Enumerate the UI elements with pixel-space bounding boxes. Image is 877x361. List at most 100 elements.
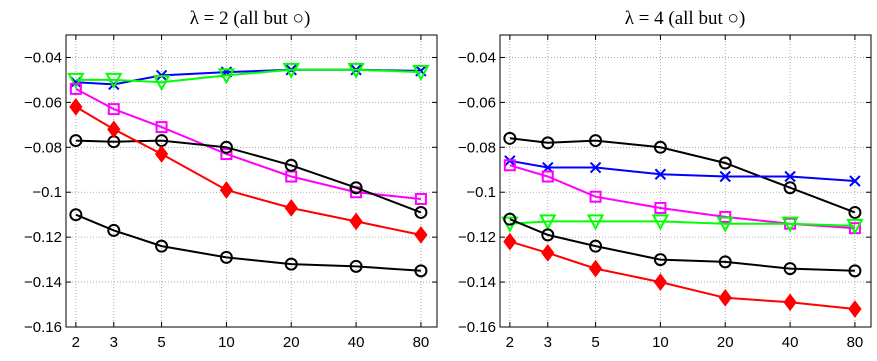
data-point-x xyxy=(654,168,667,180)
data-point-square xyxy=(654,201,667,214)
data-point-diamond xyxy=(503,232,517,251)
data-point-circle xyxy=(848,205,862,219)
y-tick-label: −0.12 xyxy=(24,229,62,246)
data-point-triangle xyxy=(586,214,605,231)
y-tick-label: −0.16 xyxy=(458,319,496,336)
series-6-circle xyxy=(69,208,428,278)
data-point-circle xyxy=(219,250,233,264)
y-tick-label: −0.08 xyxy=(24,139,62,156)
data-point-circle xyxy=(653,253,667,267)
data-point-x xyxy=(849,175,861,187)
data-point-circle xyxy=(349,259,363,273)
data-point-x xyxy=(784,170,796,183)
data-point-circle xyxy=(589,239,603,253)
chart-panel-2: λ = 4 (all but ○) −0.04 −0.06 −0.08 −0.1 −0.1… xyxy=(458,8,872,351)
data-point-circle xyxy=(414,205,428,219)
data-point-triangle xyxy=(781,216,799,233)
data-point-circle xyxy=(541,228,555,242)
data-point-triangle xyxy=(282,62,300,79)
data-point-triangle xyxy=(651,214,670,231)
y-tick-label: −0.1 xyxy=(32,184,62,201)
data-point-circle xyxy=(783,262,797,276)
data-point-square xyxy=(503,159,516,172)
series-5-circle xyxy=(503,212,862,278)
data-point-square xyxy=(69,82,82,95)
series-line xyxy=(75,88,422,200)
data-point-triangle xyxy=(347,62,365,79)
y-tick-label: −0.06 xyxy=(458,94,496,111)
y-tick-label: −0.08 xyxy=(458,139,496,156)
x-tick-label: 10 xyxy=(652,334,669,351)
data-point-diamond xyxy=(349,212,363,231)
data-point-circle xyxy=(69,208,83,222)
series-3-square xyxy=(69,82,427,205)
x-tick-label: 80 xyxy=(413,334,430,351)
series-line xyxy=(509,137,856,214)
series-line xyxy=(75,68,421,86)
chart-title: λ = 4 (all but ○) xyxy=(625,8,746,29)
data-point-x xyxy=(589,161,602,174)
x-tick-label: 2 xyxy=(72,334,80,351)
y-tick-label: −0.14 xyxy=(458,274,496,291)
series-5-diamond xyxy=(69,98,428,244)
series-1-x xyxy=(70,64,427,91)
series-2-triangle-down xyxy=(67,62,430,92)
y-tick-label: −0.16 xyxy=(24,319,62,336)
data-point-diamond xyxy=(154,145,169,163)
data-point-circle xyxy=(69,134,83,148)
series-line xyxy=(75,139,422,214)
y-tick-label: −0.04 xyxy=(458,49,496,66)
data-point-diamond xyxy=(284,199,298,217)
x-tick-label: 10 xyxy=(218,334,235,351)
series-6-diamond xyxy=(503,232,862,318)
data-point-triangle xyxy=(105,72,123,90)
series-line xyxy=(509,240,856,310)
data-point-circle xyxy=(414,264,428,278)
series-2-x xyxy=(504,155,861,187)
series-line xyxy=(75,68,421,84)
x-tick-label: 2 xyxy=(506,334,514,351)
data-point-diamond xyxy=(541,244,555,262)
x-tick-label: 5 xyxy=(157,334,165,351)
data-point-circle xyxy=(718,156,732,170)
chart-title: λ = 2 (all but ○) xyxy=(190,8,311,29)
series-line xyxy=(509,159,855,182)
y-tick-label: −0.04 xyxy=(24,49,62,66)
data-point-square xyxy=(589,190,602,203)
x-tick-label: 80 xyxy=(847,334,864,351)
chart-panel-1: λ = 2 (all but ○) −0.04 −0.06 −0.08 −0.1 −0.1… xyxy=(24,8,438,351)
data-point-square xyxy=(220,148,233,161)
series-line xyxy=(509,220,855,227)
x-tick-label: 3 xyxy=(544,334,552,351)
data-point-diamond xyxy=(718,288,732,307)
data-point-circle xyxy=(284,158,298,172)
data-point-diamond xyxy=(69,98,83,116)
data-point-circle xyxy=(219,140,233,154)
data-point-diamond xyxy=(783,293,797,312)
data-point-diamond xyxy=(107,120,121,139)
data-point-circle xyxy=(349,181,363,195)
data-point-triangle xyxy=(67,72,85,90)
y-tick-label: −0.06 xyxy=(24,94,62,111)
series-line xyxy=(75,213,421,272)
data-point-triangle xyxy=(412,65,430,82)
series-4-triangle-down xyxy=(501,214,864,236)
series-line xyxy=(75,106,422,236)
series-1-circle xyxy=(503,131,862,219)
data-point-diamond xyxy=(414,226,428,244)
x-tick-label: 3 xyxy=(110,334,118,351)
x-tick-label: 40 xyxy=(782,334,799,351)
data-point-diamond xyxy=(588,259,603,278)
data-point-circle xyxy=(107,223,121,237)
data-point-circle xyxy=(503,131,517,145)
data-point-circle xyxy=(541,136,555,150)
data-point-square xyxy=(107,103,120,116)
data-point-triangle xyxy=(846,218,864,236)
data-point-circle xyxy=(503,212,517,226)
x-tick-label: 5 xyxy=(591,334,599,351)
y-tick-label: −0.12 xyxy=(458,229,496,246)
y-tick-label: −0.14 xyxy=(24,274,62,291)
data-point-triangle xyxy=(539,214,557,231)
